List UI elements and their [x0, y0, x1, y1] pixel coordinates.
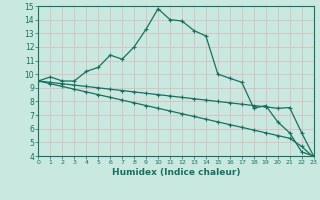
X-axis label: Humidex (Indice chaleur): Humidex (Indice chaleur) — [112, 168, 240, 177]
